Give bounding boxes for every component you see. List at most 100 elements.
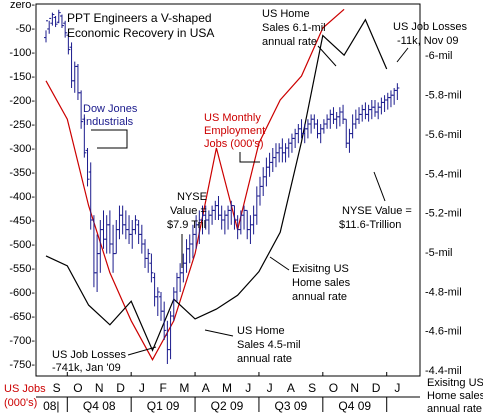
dow-bar-45 — [187, 234, 192, 264]
dow-bar-3 — [53, 16, 58, 28]
month-label-5: F — [159, 381, 166, 395]
annotation-home-high-leader — [317, 45, 337, 67]
annotation-home-sales-label: Exisitng US Home sales annual rate — [292, 263, 351, 303]
dow-bar-101 — [366, 104, 371, 122]
dow-bar-12 — [82, 114, 87, 158]
dow-bar-84 — [312, 114, 317, 129]
dow-bar-22 — [114, 220, 119, 255]
left-tick-label-12: -600- — [9, 287, 35, 299]
annotation-nyse-high-leader — [373, 171, 386, 202]
corner-label-right-line-1: Exisitng US — [427, 377, 483, 389]
annotation-nyse-low-line-1: NYSE — [177, 191, 207, 203]
dow-bar-18 — [101, 210, 106, 249]
annotation-job-losses-jan-line-2: -741k, Jan '09 — [52, 362, 121, 374]
series-line-0 — [45, 8, 345, 361]
left-tick-label-4: -200- — [9, 95, 35, 107]
left-tick-label-1: -50- — [15, 23, 35, 35]
month-label-3: D — [116, 381, 125, 395]
dow-bar-28 — [133, 215, 138, 235]
dow-bar-100 — [363, 102, 368, 120]
corner-label-left-line-2: (000's) — [4, 397, 37, 409]
quarter-label-3: Q2 09 — [211, 399, 244, 413]
dow-bar-24 — [120, 205, 125, 235]
dow-bar-64 — [248, 215, 253, 244]
corner-label-left-line-1: US Jobs — [4, 383, 46, 395]
right-tick-label-7: -4.6-mil — [425, 326, 462, 338]
annotation-job-losses-nov-line-2: -11k, Nov 09 — [397, 35, 459, 47]
dow-bar-95 — [347, 128, 352, 153]
chart-title-line-1: PPT Engineers a V-shaped — [67, 11, 212, 25]
left-tick-label-5: -250- — [9, 119, 35, 131]
x-axis: S O N D J F M A M J J A S O N D J08| Q4 08 Q1 09 Q2 09 Q3 09… — [36, 381, 420, 413]
dow-bar-6 — [63, 20, 68, 38]
right-tick-label-0: -6-mil — [425, 50, 453, 62]
dow-bar-98 — [357, 107, 362, 124]
quarter-label-0: 08| — [43, 399, 59, 413]
annotation-dow-line-1: Dow Jones — [83, 103, 138, 115]
dow-bar-106 — [382, 95, 387, 112]
left-tick-label-0: zero- — [10, 0, 35, 11]
annotation-job-losses-nov-line-1: US Job Losses — [393, 21, 467, 33]
dow-bar-39 — [168, 311, 173, 360]
quarter-dividers — [66, 372, 388, 376]
dow-bar-85 — [315, 119, 320, 139]
annotation-home-low-line-3: annual rate — [237, 353, 292, 365]
dow-bar-96 — [350, 114, 355, 139]
annotation-home-low-line-2: Sales 4.5-mil — [237, 339, 301, 351]
left-tick-label-14: -700- — [9, 335, 35, 347]
month-label-4: J — [139, 381, 145, 395]
corner-label-right-line-3: annual rate — [427, 403, 482, 415]
dow-bar-7 — [66, 32, 71, 55]
right-tick-label-1: -5.8-mil — [425, 90, 462, 102]
dow-bar-23 — [117, 205, 122, 240]
dow-bar-103 — [372, 100, 377, 117]
dow-bar-2 — [50, 12, 55, 26]
dow-bar-81 — [302, 124, 307, 144]
dow-bar-105 — [379, 97, 384, 115]
annotation-home-low-leader — [204, 329, 234, 337]
month-label-9: J — [245, 381, 251, 395]
dow-bar-38 — [165, 320, 170, 364]
annotation-home-high-line-3: annual rate — [262, 36, 317, 48]
series-layer — [44, 8, 400, 364]
annotation-job-losses-nov-leader — [396, 47, 409, 63]
left-tick-label-9: -450- — [9, 215, 35, 227]
corner-label-right-line-2: Home sales — [427, 390, 483, 402]
dow-bar-4 — [56, 9, 61, 24]
annotation-job-losses-jan-line-1: US Job Losses — [52, 349, 126, 361]
dow-bar-108 — [388, 90, 393, 108]
annotation-nyse-high-line-1: NYSE Value = — [342, 205, 412, 217]
dow-bar-72 — [273, 143, 278, 168]
month-label-15: D — [372, 381, 381, 395]
dow-bar-76 — [286, 138, 291, 158]
left-tick-label-11: -550- — [9, 263, 35, 275]
dow-bar-91 — [334, 112, 339, 129]
dow-bar-60 — [235, 215, 240, 240]
annotation-home-sales-label-line-2: Home sales — [292, 277, 351, 289]
dow-bar-110 — [395, 83, 400, 100]
dow-bar-107 — [385, 92, 390, 110]
dow-bar-99 — [360, 104, 365, 122]
right-tick-label-5: -5-mil — [425, 247, 453, 259]
annotation-home-low: US Home Sales 4.5-mil annual rate — [237, 325, 301, 365]
annotation-home-sales-label-leader — [269, 256, 290, 271]
month-label-14: N — [350, 381, 359, 395]
dow-bar-27 — [130, 220, 135, 249]
dow-bar-87 — [321, 119, 326, 134]
dow-bar-74 — [280, 138, 285, 163]
chart-title: PPT Engineers a V-shaped Economic Recove… — [67, 11, 214, 40]
dow-bar-70 — [267, 152, 272, 177]
month-label-8: M — [222, 381, 232, 395]
dow-bar-35 — [155, 287, 160, 316]
dow-bar-0 — [44, 20, 48, 43]
annotation-nyse-high: NYSE Value = $11.6-Trillion — [339, 205, 412, 231]
annotation-jobs-line-3: Jobs (000's) — [204, 138, 264, 150]
month-label-13: O — [329, 381, 338, 395]
dow-bar-68 — [261, 167, 266, 196]
chart-title-line-2: Economic Recovery in USA — [67, 26, 214, 40]
dow-bar-104 — [376, 102, 381, 120]
dow-bar-34 — [152, 272, 157, 307]
annotation-dow-leader — [91, 129, 128, 149]
annotation-job-losses-jan-leader — [127, 346, 157, 356]
dow-bar-54 — [216, 196, 221, 220]
